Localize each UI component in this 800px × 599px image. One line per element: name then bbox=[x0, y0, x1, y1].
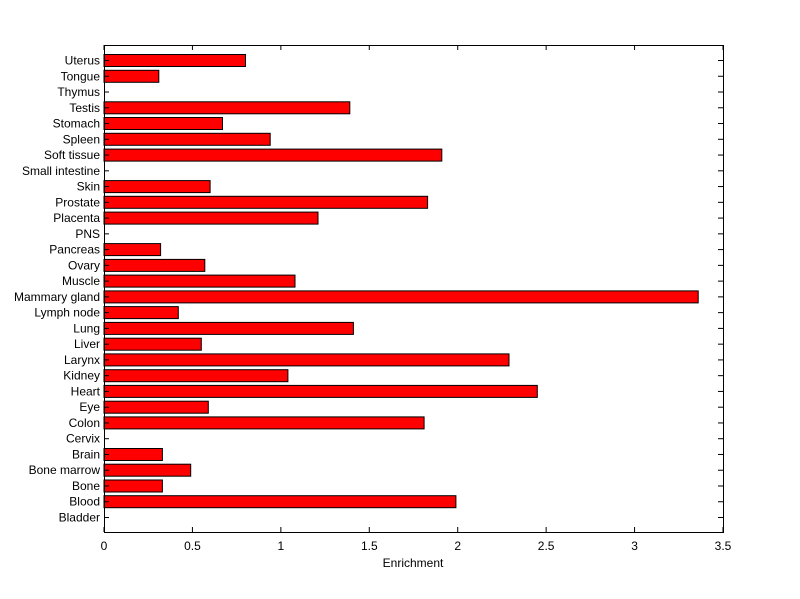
bar-pancreas bbox=[103, 243, 162, 257]
bar-skin bbox=[103, 180, 211, 194]
y-tick-label-skin: Skin bbox=[77, 180, 100, 194]
y-tick-label-cervix: Cervix bbox=[66, 432, 100, 446]
x-axis-title: Enrichment bbox=[383, 556, 444, 570]
bar-bone bbox=[103, 479, 163, 493]
bar-ovary bbox=[103, 258, 206, 272]
y-tick-label-spleen: Spleen bbox=[63, 132, 100, 146]
y-tick-label-eye: Eye bbox=[79, 400, 100, 414]
y-tick-label-stomach: Stomach bbox=[53, 117, 100, 131]
y-tick-label-pns: PNS bbox=[75, 227, 100, 241]
bar-testis bbox=[103, 101, 351, 115]
x-tick-label-0: 0 bbox=[101, 539, 108, 553]
y-tick-label-uterus: Uterus bbox=[65, 54, 100, 68]
bar-larynx bbox=[103, 353, 510, 367]
y-tick-label-lymph-node: Lymph node bbox=[34, 306, 100, 320]
y-tick-label-prostate: Prostate bbox=[55, 195, 100, 209]
bar-liver bbox=[103, 337, 202, 351]
y-tick-label-soft-tissue: Soft tissue bbox=[44, 148, 100, 162]
y-tick-label-thymus: Thymus bbox=[57, 85, 100, 99]
y-tick-label-ovary: Ovary bbox=[68, 258, 100, 272]
bar-colon bbox=[103, 416, 425, 430]
bar-prostate bbox=[103, 195, 429, 209]
x-tick-label-4: 2 bbox=[454, 539, 461, 553]
bar-lung bbox=[103, 321, 354, 335]
x-tick-label-7: 3.5 bbox=[715, 539, 732, 553]
y-tick-label-lung: Lung bbox=[73, 321, 100, 335]
y-tick-label-colon: Colon bbox=[69, 416, 100, 430]
bar-eye bbox=[103, 400, 209, 414]
bar-muscle bbox=[103, 274, 296, 288]
y-tick-label-blood: Blood bbox=[69, 495, 100, 509]
bar-brain bbox=[103, 448, 163, 461]
bar-stomach bbox=[103, 117, 223, 130]
y-tick-label-heart: Heart bbox=[71, 384, 101, 398]
bar-soft-tissue bbox=[103, 148, 443, 162]
y-tick-label-pancreas: Pancreas bbox=[49, 243, 100, 257]
bar-tongue bbox=[103, 69, 160, 83]
y-tick-label-bladder: Bladder bbox=[59, 511, 100, 525]
bar-blood bbox=[103, 495, 457, 509]
x-tick-label-3: 1.5 bbox=[361, 539, 378, 553]
y-tick-label-larynx: Larynx bbox=[64, 353, 100, 367]
bar-lymph-node bbox=[103, 306, 179, 320]
bar-mammary-gland bbox=[103, 290, 699, 304]
y-tick-label-brain: Brain bbox=[72, 447, 100, 461]
x-tick-label-6: 3 bbox=[631, 539, 638, 553]
y-tick-label-tongue: Tongue bbox=[61, 69, 101, 83]
bar-kidney bbox=[103, 369, 289, 383]
y-tick-label-liver: Liver bbox=[74, 337, 100, 351]
y-tick-label-muscle: Muscle bbox=[62, 274, 100, 288]
y-tick-label-bone: Bone bbox=[72, 479, 100, 493]
x-tick-label-2: 1 bbox=[278, 539, 285, 553]
bar-bone-marrow bbox=[103, 463, 192, 477]
y-tick-label-bone-marrow: Bone marrow bbox=[29, 463, 101, 477]
y-tick-label-testis: Testis bbox=[69, 101, 100, 115]
bar-placenta bbox=[103, 211, 319, 225]
plot-frame bbox=[104, 45, 724, 533]
y-tick-label-kidney: Kidney bbox=[63, 369, 100, 383]
x-tick-label-5: 2.5 bbox=[538, 539, 555, 553]
bar-uterus bbox=[103, 54, 246, 67]
y-tick-label-mammary-gland: Mammary gland bbox=[14, 290, 100, 304]
bar-heart bbox=[103, 384, 538, 398]
y-tick-label-small-intestine: Small intestine bbox=[22, 164, 100, 178]
y-tick-label-placenta: Placenta bbox=[53, 211, 100, 225]
bar-spleen bbox=[103, 132, 271, 146]
x-tick-label-1: 0.5 bbox=[184, 539, 201, 553]
